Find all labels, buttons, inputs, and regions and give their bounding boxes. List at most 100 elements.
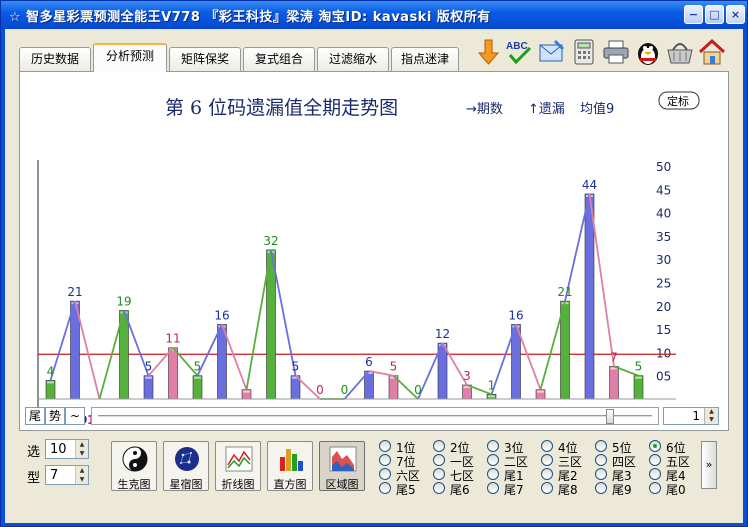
radio-label: 尾1 (504, 469, 524, 483)
tab-history[interactable]: 历史数据 (19, 47, 91, 71)
radio-label: 七区 (450, 469, 475, 483)
title-bar[interactable]: ☆ 智多星彩票预测全能王V778 『彩王科技』梁涛 淘宝ID: kavaski … (1, 1, 747, 29)
printer-icon[interactable] (601, 37, 631, 67)
radio-dot-icon[interactable] (487, 454, 499, 466)
radio-dot-icon[interactable] (541, 454, 553, 466)
radio-label: 二区 (504, 455, 529, 469)
stepper-down-icon[interactable]: ▼ (79, 450, 85, 457)
trend-line-segment (221, 324, 248, 390)
data-value-label: 16 (214, 308, 229, 322)
type-stepper[interactable]: 7 ▲ ▼ (45, 465, 89, 485)
radio-dot-icon[interactable] (379, 482, 391, 494)
radio-dot-icon[interactable] (595, 440, 607, 452)
data-value-label: 3 (463, 369, 471, 383)
shengke-chart-label: 生克图 (117, 478, 151, 491)
period-spinner[interactable]: 1 ▲ ▼ (663, 407, 719, 425)
trend-line-segment (74, 300, 101, 400)
radio-dot-icon[interactable] (379, 468, 391, 480)
type-arrows[interactable]: ▲ ▼ (75, 466, 88, 484)
data-bar (609, 366, 619, 400)
shengke-chart-button[interactable]: 生克图 (111, 441, 157, 491)
tab-analysis[interactable]: 分析预测 (93, 43, 167, 72)
area-chart-icon (329, 446, 357, 472)
radio-dot-icon[interactable] (433, 482, 445, 494)
tail-button[interactable]: 尾 (25, 407, 45, 425)
radio-dot-icon[interactable] (487, 482, 499, 494)
calculator-icon[interactable] (569, 37, 599, 67)
y-tick-label: 10 (656, 346, 671, 360)
trend-line-segment (294, 375, 321, 400)
data-value-label: 11 (165, 332, 180, 346)
calibrate-button[interactable]: 定标 (658, 91, 700, 110)
radio-dot-icon[interactable] (379, 440, 391, 452)
radio-dot-icon[interactable] (595, 482, 607, 494)
radio-dot-icon[interactable] (433, 440, 445, 452)
select-label: 选 (27, 445, 41, 460)
data-value-label: 4 (47, 364, 55, 378)
qq-penguin-icon[interactable] (633, 37, 663, 67)
radio-dot-icon[interactable] (649, 454, 661, 466)
select-count-arrows[interactable]: ▲ ▼ (75, 440, 88, 458)
radio-label: 3位 (504, 441, 524, 455)
radio-dot-icon[interactable] (595, 468, 607, 480)
radio-dot-icon[interactable] (595, 454, 607, 466)
radio-dot-icon[interactable] (433, 454, 445, 466)
period-slider[interactable] (91, 407, 659, 425)
wave-button[interactable]: ~ (65, 407, 85, 425)
radio-dot-icon[interactable] (541, 482, 553, 494)
area-chart-button[interactable]: 区域图 (319, 441, 365, 491)
radio-dot-icon[interactable] (487, 468, 499, 480)
trend-line-segment (147, 347, 174, 377)
radio-label: 三区 (558, 455, 583, 469)
stepper-down-icon[interactable]: ▼ (79, 476, 85, 483)
trend-line-segment (539, 300, 566, 390)
stepper-up-icon[interactable]: ▲ (79, 467, 85, 474)
trend-line-segment (441, 342, 468, 386)
radio-dot-icon[interactable] (649, 468, 661, 480)
more-button[interactable]: » (701, 441, 717, 489)
close-button[interactable]: × (726, 5, 745, 24)
position-radio-group: 1位 2位 3位 4位 5位 6位 7位 一区 二区 三区 四区 五区 六区 七区 尾1 尾2 尾3 尾4 尾5 尾6… (377, 439, 697, 497)
radio-dot-icon[interactable] (487, 440, 499, 452)
radio-label: 尾9 (612, 483, 632, 497)
line-chart-label: 折线图 (221, 478, 255, 491)
data-bar-highlight (635, 376, 642, 379)
radio-dot-icon[interactable] (649, 482, 661, 494)
histogram-button[interactable]: 直方图 (267, 441, 313, 491)
spinner-down-icon[interactable]: ▼ (709, 416, 714, 423)
envelope-icon[interactable] (537, 37, 567, 67)
line-chart-button[interactable]: 折线图 (215, 441, 261, 491)
slider-thumb[interactable] (606, 409, 614, 424)
data-value-label: 5 (194, 360, 202, 374)
data-value-label: 5 (292, 360, 300, 374)
trend-button[interactable]: 势 (45, 407, 65, 425)
tab-filter[interactable]: 过滤缩水 (317, 47, 389, 71)
data-value-label: 19 (116, 294, 131, 308)
data-bar (192, 375, 203, 400)
data-bar-highlight (610, 367, 618, 370)
maximize-button[interactable]: □ (705, 5, 724, 24)
tab-matrix[interactable]: 矩阵保奖 (169, 47, 241, 71)
data-bar-highlight (292, 376, 299, 379)
radio-dot-icon[interactable] (541, 440, 553, 452)
shopping-basket-icon[interactable] (665, 37, 695, 67)
spinner-up-icon[interactable]: ▲ (709, 408, 714, 415)
radio-dot-icon[interactable] (379, 454, 391, 466)
period-spinner-arrows[interactable]: ▲ ▼ (704, 408, 718, 424)
star-chart-button[interactable]: 星宿图 (163, 441, 209, 491)
radio-dot-icon[interactable] (649, 440, 661, 452)
radio-label: 尾7 (504, 483, 524, 497)
tab-guide[interactable]: 指点迷津 (391, 47, 459, 71)
tab-compound[interactable]: 复式组合 (243, 47, 315, 71)
spellcheck-abc-icon[interactable]: ABC (505, 37, 535, 67)
minimize-button[interactable]: − (684, 5, 703, 24)
y-tick-label: 40 (656, 207, 671, 221)
home-icon[interactable] (697, 37, 727, 67)
radio-dot-icon[interactable] (541, 468, 553, 480)
radio-dot-icon[interactable] (433, 468, 445, 480)
download-arrow-icon[interactable] (473, 37, 503, 67)
select-count-stepper[interactable]: 10 ▲ ▼ (45, 439, 89, 459)
trend-line-segment (245, 249, 272, 390)
histogram-label: 直方图 (273, 478, 307, 491)
stepper-up-icon[interactable]: ▲ (79, 441, 85, 448)
